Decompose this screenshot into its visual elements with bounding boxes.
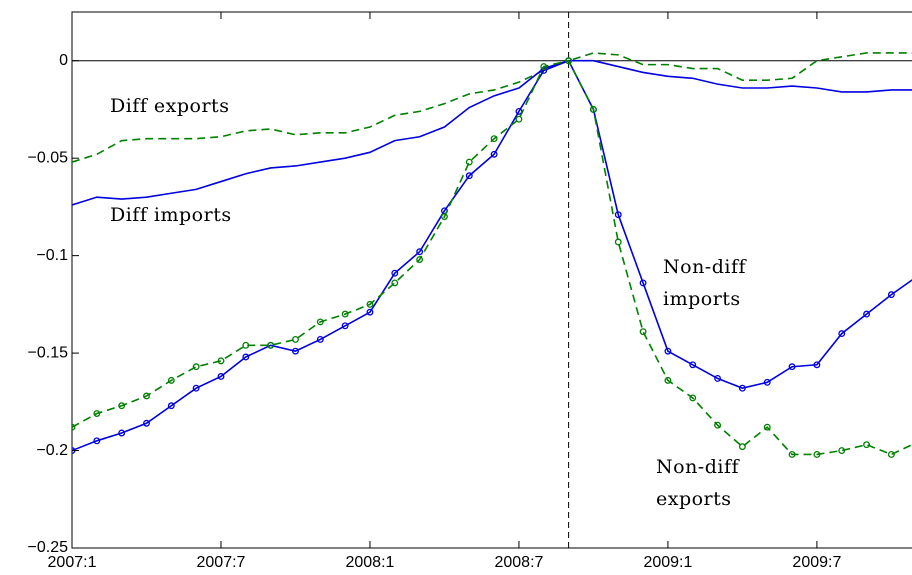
series-marker [167,376,175,384]
plot-area [72,12,912,548]
y-tick-label: 0 [59,52,68,69]
annotation: Diff imports [110,204,232,226]
y-tick-label: −0.15 [28,344,69,361]
series-marker [639,279,647,287]
series-marker [143,419,150,427]
series-marker [714,421,722,429]
series-marker [490,135,498,143]
plot-frame [71,11,912,549]
series-marker [341,322,349,330]
series-marker [664,376,672,384]
series-marker [813,361,821,369]
series-marker [192,363,200,371]
series-line [72,59,912,456]
series-marker [292,347,299,355]
series-marker [589,106,597,113]
series-marker [738,384,746,392]
series-marker [143,392,150,400]
series-marker [838,330,846,338]
series-marker [788,450,796,458]
series-marker [465,172,473,180]
series-marker [192,384,200,392]
series-line [72,59,912,206]
series-line [72,59,912,452]
series-marker [267,341,275,349]
series-marker [118,402,126,410]
x-tick-label: 2007:7 [197,554,246,571]
series-marker [714,374,722,382]
series-marker [292,335,299,343]
series-marker [689,394,697,402]
series-marker [242,353,250,361]
series-marker [441,213,448,221]
x-tick-label: 2009:7 [792,554,841,571]
series-marker [614,211,622,219]
series-marker [341,310,349,318]
series-marker [838,447,846,454]
annotation: Diff exports [110,95,229,117]
series-marker [391,279,399,287]
series-marker [217,357,225,365]
series-marker [863,310,871,318]
series-marker [639,328,647,336]
series-marker [540,63,548,71]
annotation: Non-diff [663,256,747,278]
series-marker [614,238,622,246]
annotation: imports [663,288,741,310]
series-marker [813,450,821,458]
series-marker [863,441,871,449]
series-marker [763,378,771,386]
series-marker [416,248,424,256]
series-marker [167,402,175,410]
series-marker [416,256,424,263]
annotation: exports [656,488,732,510]
series-marker [887,291,895,299]
x-tick-label: 2008:1 [345,554,394,571]
y-tick-label: −0.2 [36,442,68,459]
annotation: Non-diff [656,456,740,478]
series-marker [366,300,374,308]
series-marker [242,341,250,349]
series-marker [366,308,374,316]
series-marker [763,423,771,431]
series-marker [465,158,473,166]
y-tick-label: −0.25 [28,539,69,556]
series-marker [316,335,324,343]
series-marker [93,410,101,417]
series-marker [565,57,573,65]
y-tick-label: −0.1 [36,247,68,264]
series-marker [788,363,796,371]
x-tick-label: 2007:1 [48,554,97,571]
series-marker [72,423,76,431]
series-line [72,52,912,163]
series-marker [93,437,101,445]
series-marker [118,429,126,437]
series-marker [664,347,672,355]
series-marker [217,373,225,380]
x-tick-label: 2008:7 [494,554,543,571]
series-marker [391,269,399,277]
series-marker [316,318,324,326]
series-marker [490,150,498,158]
series-marker [515,115,523,123]
x-tick-label: 2009:1 [643,554,692,571]
y-tick-label: −0.05 [28,149,69,166]
series-marker [689,361,697,369]
series-marker [738,443,746,451]
series-marker [887,450,895,458]
